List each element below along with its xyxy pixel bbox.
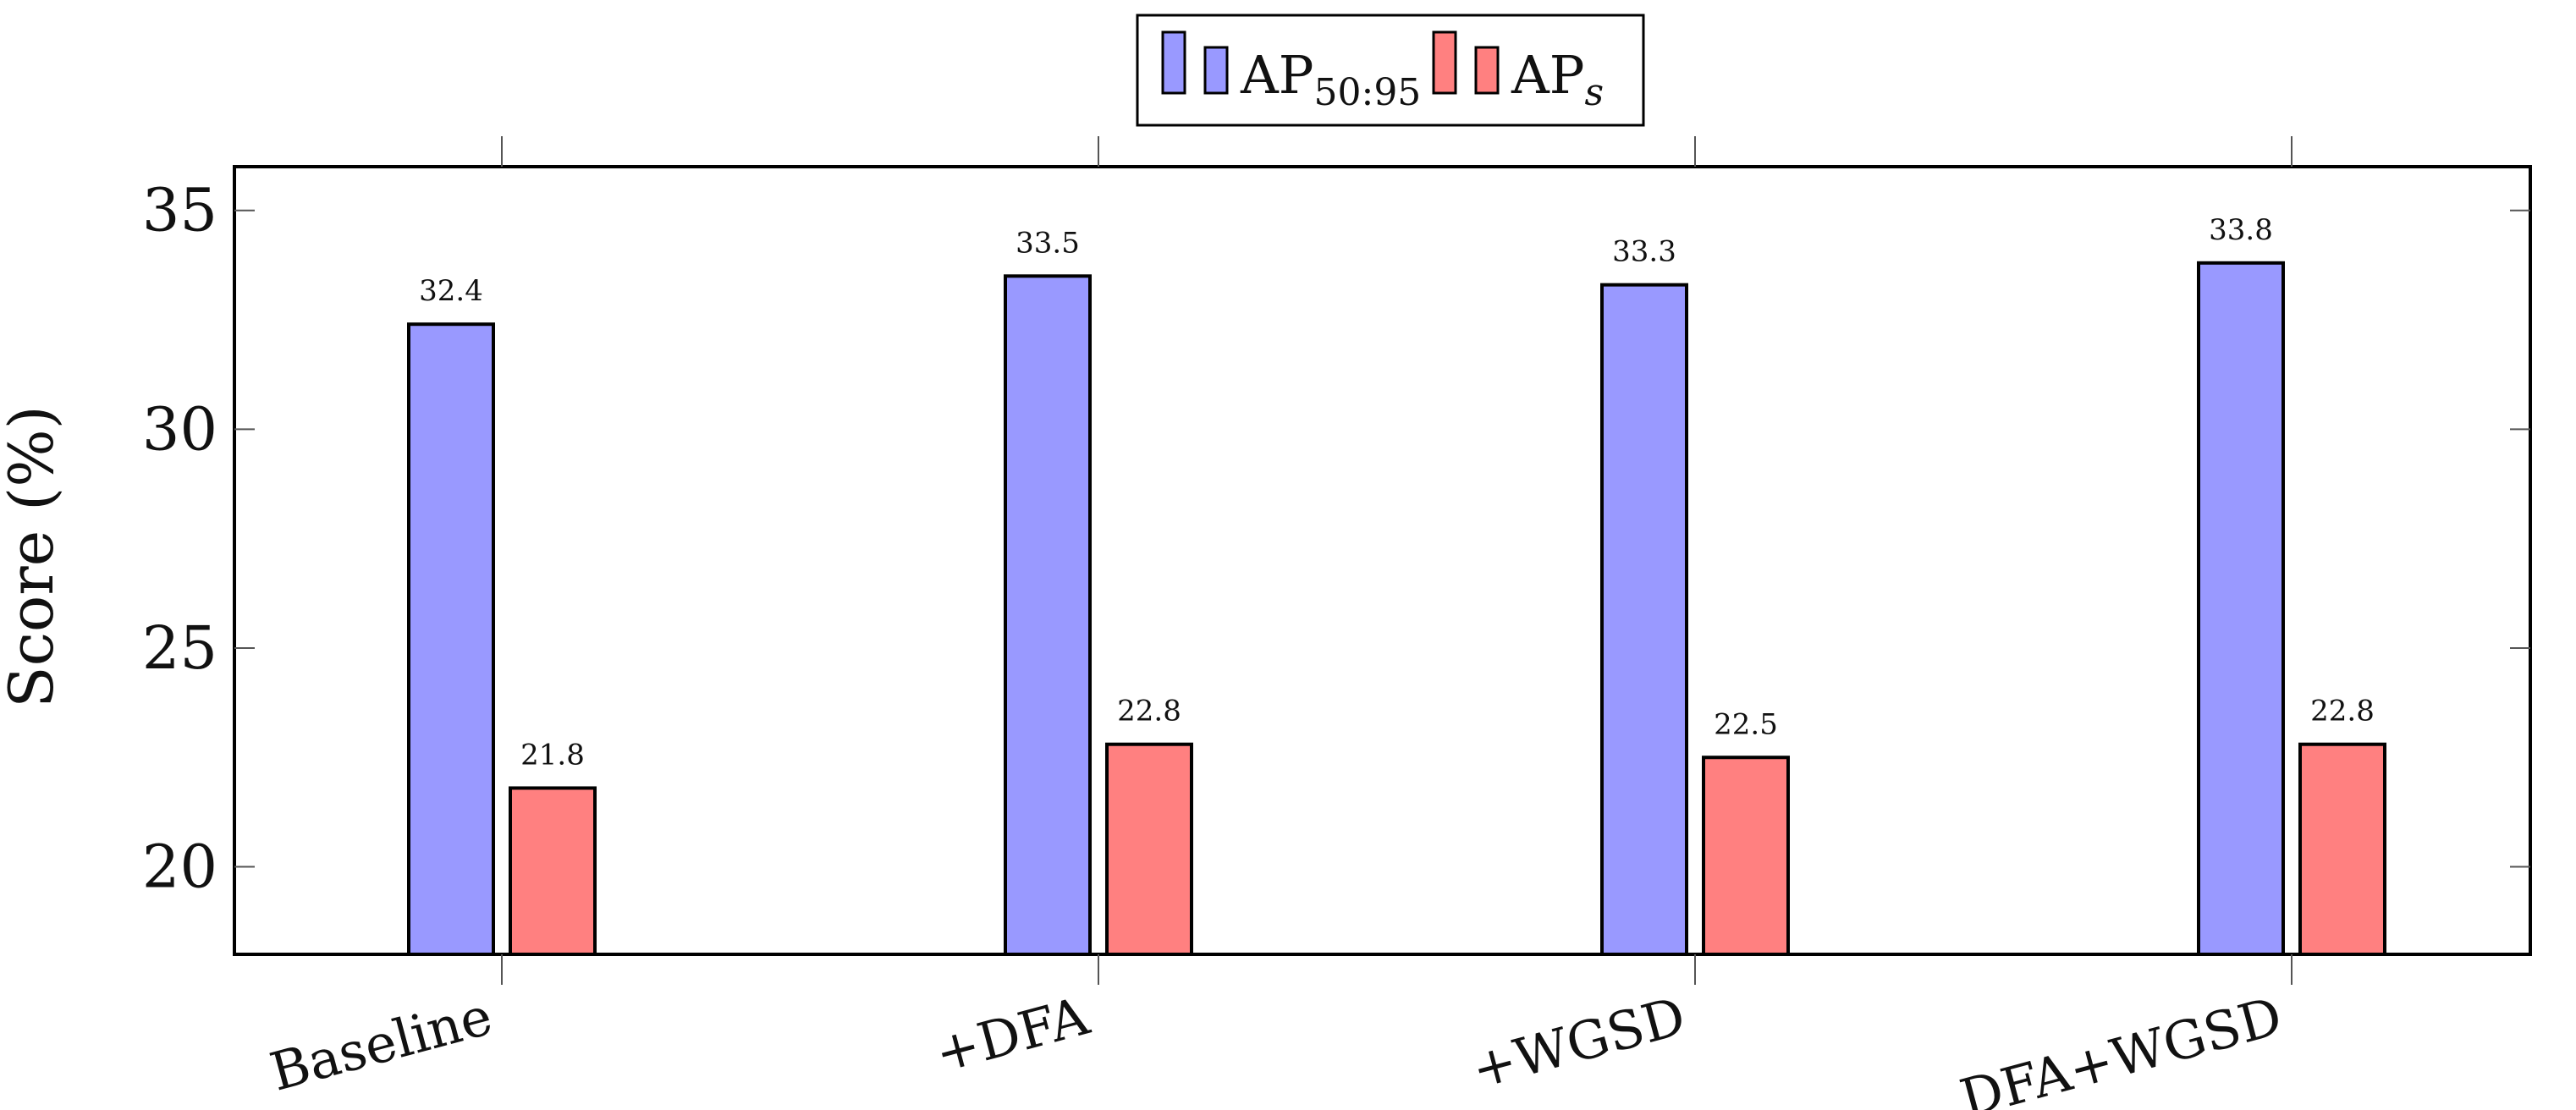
x-tick-label: +DFA [928,985,1096,1085]
x-tick-label: DFA+WGSD [1954,985,2288,1110]
y-tick-label: 30 [142,394,217,464]
data-labels: 32.4 33.5 33.3 33.8 21.8 22.8 22.5 22.8 [419,213,2375,772]
data-label: 22.5 [1714,707,1778,741]
y-tick-label: 25 [142,613,217,683]
y-tick-label: 20 [142,832,217,902]
y-axis-label: Score (%) [0,405,67,708]
legend-swatch [1161,30,1186,95]
bar [407,322,495,956]
data-label: 22.8 [1117,695,1181,728]
legend-swatch [1432,30,1457,95]
bar [1702,756,1790,956]
legend-swatch [1203,46,1229,95]
axes [233,136,2532,985]
bar [2298,742,2386,956]
legend: AP50:95 APs [1136,14,1645,127]
legend-label: APs [1511,44,1604,114]
plot-frame [233,165,2532,956]
data-label: 22.8 [2310,695,2375,728]
bar [1004,274,1092,956]
data-label: 21.8 [520,738,585,772]
bar [2197,261,2285,956]
bars [407,261,2386,957]
bar [1600,283,1688,956]
data-label: 33.3 [1612,235,1676,269]
legend-swatch [1474,46,1500,95]
data-label: 33.8 [2209,213,2273,247]
x-tick-label: Baseline [264,985,498,1103]
data-label: 33.5 [1016,226,1080,260]
x-tick-label: +WGSD [1465,985,1692,1101]
data-label: 32.4 [419,274,483,308]
bar [1105,742,1193,956]
legend-label: AP50:95 [1240,44,1421,114]
bar [509,786,597,957]
y-tick-label: 35 [142,176,217,245]
